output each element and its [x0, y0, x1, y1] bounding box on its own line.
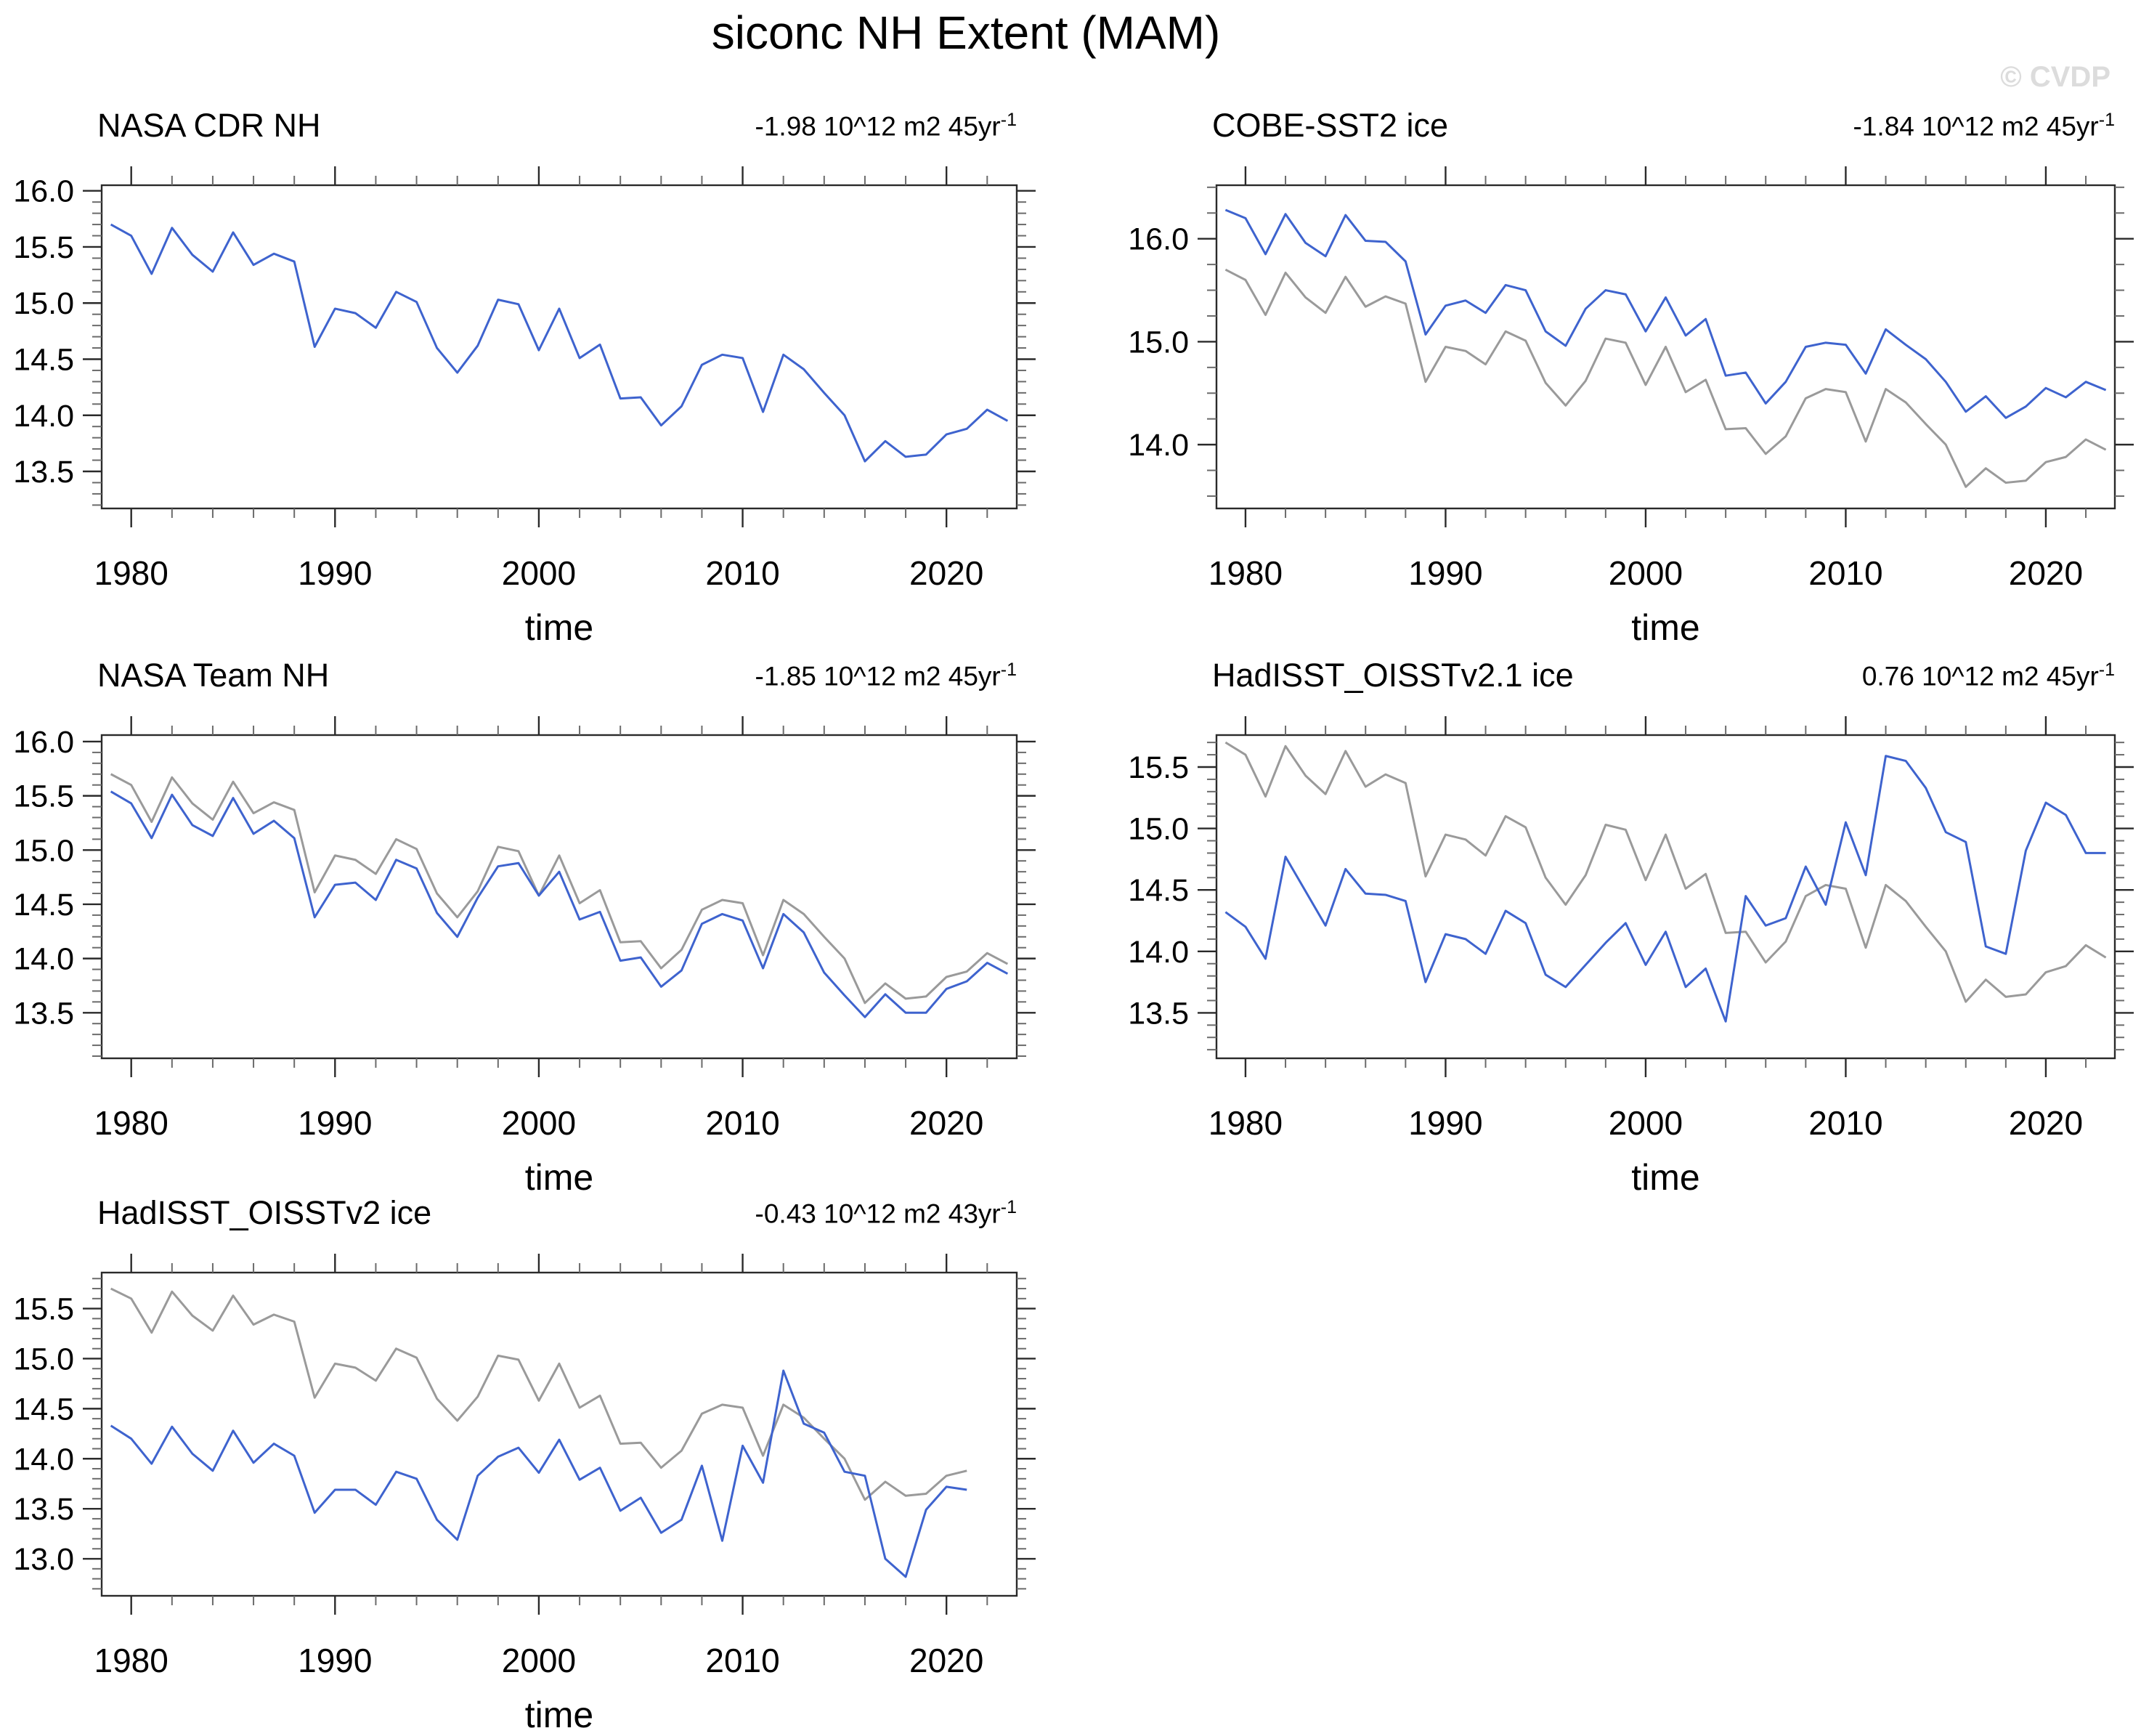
- x-tick-label: 2020: [909, 1104, 983, 1142]
- x-tick-label: 2010: [1808, 1104, 1882, 1142]
- y-tick-label: 14.5: [13, 888, 74, 922]
- dataset-line-blue: [110, 1369, 967, 1578]
- y-tick-label: 15.0: [1128, 812, 1189, 847]
- trend-exponent: -1: [1000, 1197, 1017, 1217]
- chart-title: HadISST_OISSTv2.1 ice: [1212, 657, 1574, 694]
- x-tick-label: 1990: [1408, 1104, 1482, 1142]
- reference-line-gray: [110, 1287, 967, 1501]
- x-tick-label: 2000: [502, 1642, 576, 1679]
- y-tick-label: 14.5: [13, 1392, 74, 1427]
- dataset-line-blue: [1224, 208, 2107, 419]
- y-tick-label: 13.5: [13, 455, 74, 490]
- y-tick-label: 15.0: [13, 286, 74, 321]
- y-tick-label: 14.0: [13, 942, 74, 977]
- y-tick-label: 13.0: [13, 1542, 74, 1577]
- cvdp-watermark: © CVDP: [2000, 61, 2110, 93]
- y-tick-label: 15.0: [1128, 325, 1189, 360]
- x-tick-label: 2020: [909, 1642, 983, 1679]
- trend-label: -1.98 10^12 m2 45yr-1: [363, 110, 1017, 142]
- dataset-line-blue: [1224, 755, 2106, 1023]
- trend-label: -1.84 10^12 m2 45yr-1: [1461, 110, 2115, 142]
- x-tick-label: 2010: [705, 1642, 779, 1679]
- x-axis-title: time: [524, 607, 594, 648]
- chart-title: HadISST_OISSTv2 ice: [97, 1194, 432, 1231]
- x-tick-label: 2010: [705, 554, 779, 592]
- trend-exponent: -1: [1000, 110, 1017, 130]
- x-tick-label: 1980: [94, 1104, 168, 1142]
- x-tick-label: 1980: [94, 554, 168, 592]
- y-tick-label: 13.5: [1128, 996, 1189, 1031]
- y-tick-label: 16.0: [13, 174, 74, 209]
- reference-line-gray: [1224, 741, 2107, 1003]
- trend-label: 0.76 10^12 m2 45yr-1: [1461, 660, 2115, 691]
- y-tick-label: 13.5: [13, 996, 74, 1031]
- dataset-line-blue: [110, 790, 1009, 1018]
- plot-canvas: 13.5 14.0 14.5 15.0 15.5 16.0 1980 1990 2000 2010…: [13, 166, 2134, 1679]
- x-tick-label: 1990: [298, 1642, 372, 1679]
- x-tick-label: 1980: [1208, 554, 1283, 592]
- x-tick-label: 2000: [1609, 1104, 1683, 1142]
- trend-value: -1.85 10^12 m2 45yr: [755, 661, 1001, 691]
- trend-exponent: -1: [2098, 660, 2115, 680]
- trend-label: -1.85 10^12 m2 45yr-1: [363, 660, 1017, 691]
- x-axis-title: time: [1631, 1157, 1700, 1198]
- trend-exponent: -1: [2098, 110, 2115, 130]
- y-tick-label: 15.0: [13, 833, 74, 868]
- x-tick-label: 2000: [502, 554, 576, 592]
- x-tick-label: 1990: [298, 554, 372, 592]
- y-tick-label: 14.5: [1128, 873, 1189, 908]
- y-tick-label: 15.5: [1128, 750, 1189, 785]
- trend-label: -0.43 10^12 m2 43yr-1: [363, 1197, 1017, 1229]
- y-tick-label: 14.0: [13, 399, 74, 434]
- y-tick-label: 15.5: [13, 1292, 74, 1327]
- x-tick-label: 2000: [1609, 554, 1683, 592]
- x-tick-label: 2020: [2009, 554, 2083, 592]
- y-tick-label: 16.0: [1128, 222, 1189, 257]
- y-tick-label: 14.0: [1128, 935, 1189, 970]
- trend-value: -0.43 10^12 m2 43yr: [755, 1198, 1001, 1229]
- figure-title: siconc NH Extent (MAM): [711, 7, 1221, 59]
- y-tick-label: 16.0: [13, 725, 74, 760]
- x-axis-title: time: [524, 1157, 594, 1198]
- chart-title: COBE-SST2 ice: [1212, 107, 1449, 144]
- reference-line-gray: [110, 773, 1009, 1005]
- y-tick-label: 15.0: [13, 1342, 74, 1376]
- chart-title: NASA CDR NH: [97, 107, 321, 144]
- y-tick-label: 15.5: [13, 779, 74, 814]
- x-tick-label: 1980: [94, 1642, 168, 1679]
- dataset-line-blue: [110, 223, 1009, 463]
- figure-page: { "title": "siconc NH Extent (MAM)", "wa…: [13, 7, 2134, 1735]
- reference-line-gray: [1224, 268, 2107, 488]
- x-axis-title: time: [524, 1695, 594, 1735]
- x-tick-label: 2010: [1808, 554, 1882, 592]
- x-tick-label: 2020: [2009, 1104, 2083, 1142]
- trend-value: -1.98 10^12 m2 45yr: [755, 111, 1001, 142]
- x-tick-label: 1990: [1408, 554, 1482, 592]
- x-tick-label: 1990: [298, 1104, 372, 1142]
- x-tick-label: 2010: [705, 1104, 779, 1142]
- y-tick-label: 14.0: [13, 1442, 74, 1477]
- trend-exponent: -1: [1000, 660, 1017, 680]
- trend-value: 0.76 10^12 m2 45yr: [1861, 661, 2099, 691]
- y-tick-label: 14.0: [1128, 428, 1189, 463]
- x-tick-label: 1980: [1208, 1104, 1283, 1142]
- x-tick-label: 2020: [909, 554, 983, 592]
- chart-title: NASA Team NH: [97, 657, 330, 694]
- y-tick-label: 13.5: [13, 1492, 74, 1527]
- y-tick-label: 15.5: [13, 230, 74, 265]
- x-axis-title: time: [1631, 607, 1700, 648]
- trend-value: -1.84 10^12 m2 45yr: [1853, 111, 2099, 142]
- y-tick-label: 14.5: [13, 342, 74, 377]
- x-tick-label: 2000: [502, 1104, 576, 1142]
